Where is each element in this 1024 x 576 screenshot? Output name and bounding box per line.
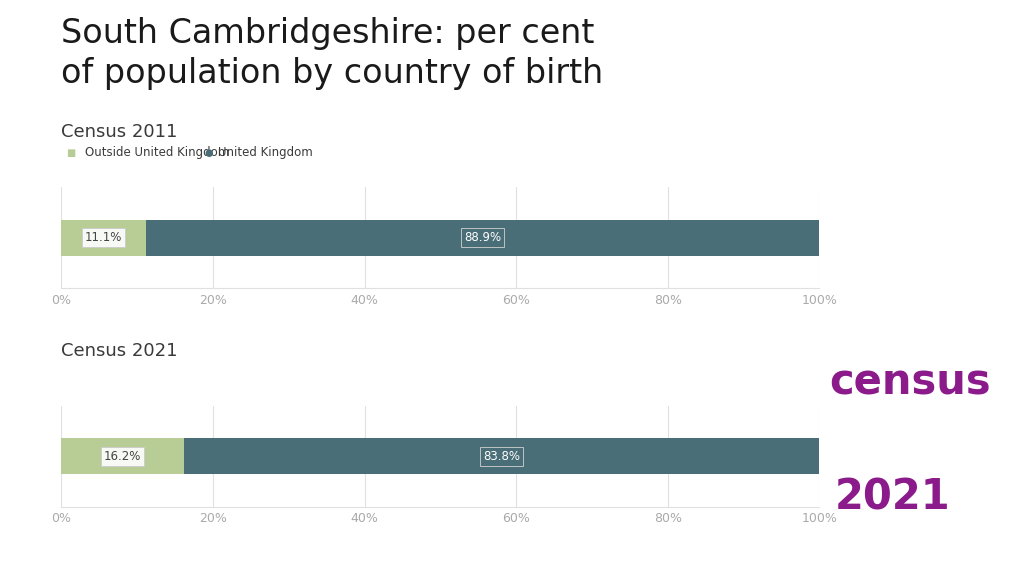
Bar [145,219,819,256]
Text: Outside United Kingdom: Outside United Kingdom [85,146,229,159]
Text: ●: ● [205,147,213,158]
Bar [184,438,819,475]
Text: South Cambridgeshire: per cent
of population by country of birth: South Cambridgeshire: per cent of popula… [61,17,604,90]
Text: Census 2011: Census 2011 [61,123,178,141]
Bar [61,438,184,475]
Text: Census 2021: Census 2021 [61,342,178,360]
Text: 16.2%: 16.2% [104,450,141,463]
Text: 2021: 2021 [835,476,950,518]
Text: ■: ■ [67,147,76,158]
Text: United Kingdom: United Kingdom [218,146,313,159]
Bar [61,219,145,256]
Text: 88.9%: 88.9% [464,231,501,244]
Text: 83.8%: 83.8% [483,450,520,463]
Text: 11.1%: 11.1% [85,231,122,244]
Text: census: census [829,361,991,403]
